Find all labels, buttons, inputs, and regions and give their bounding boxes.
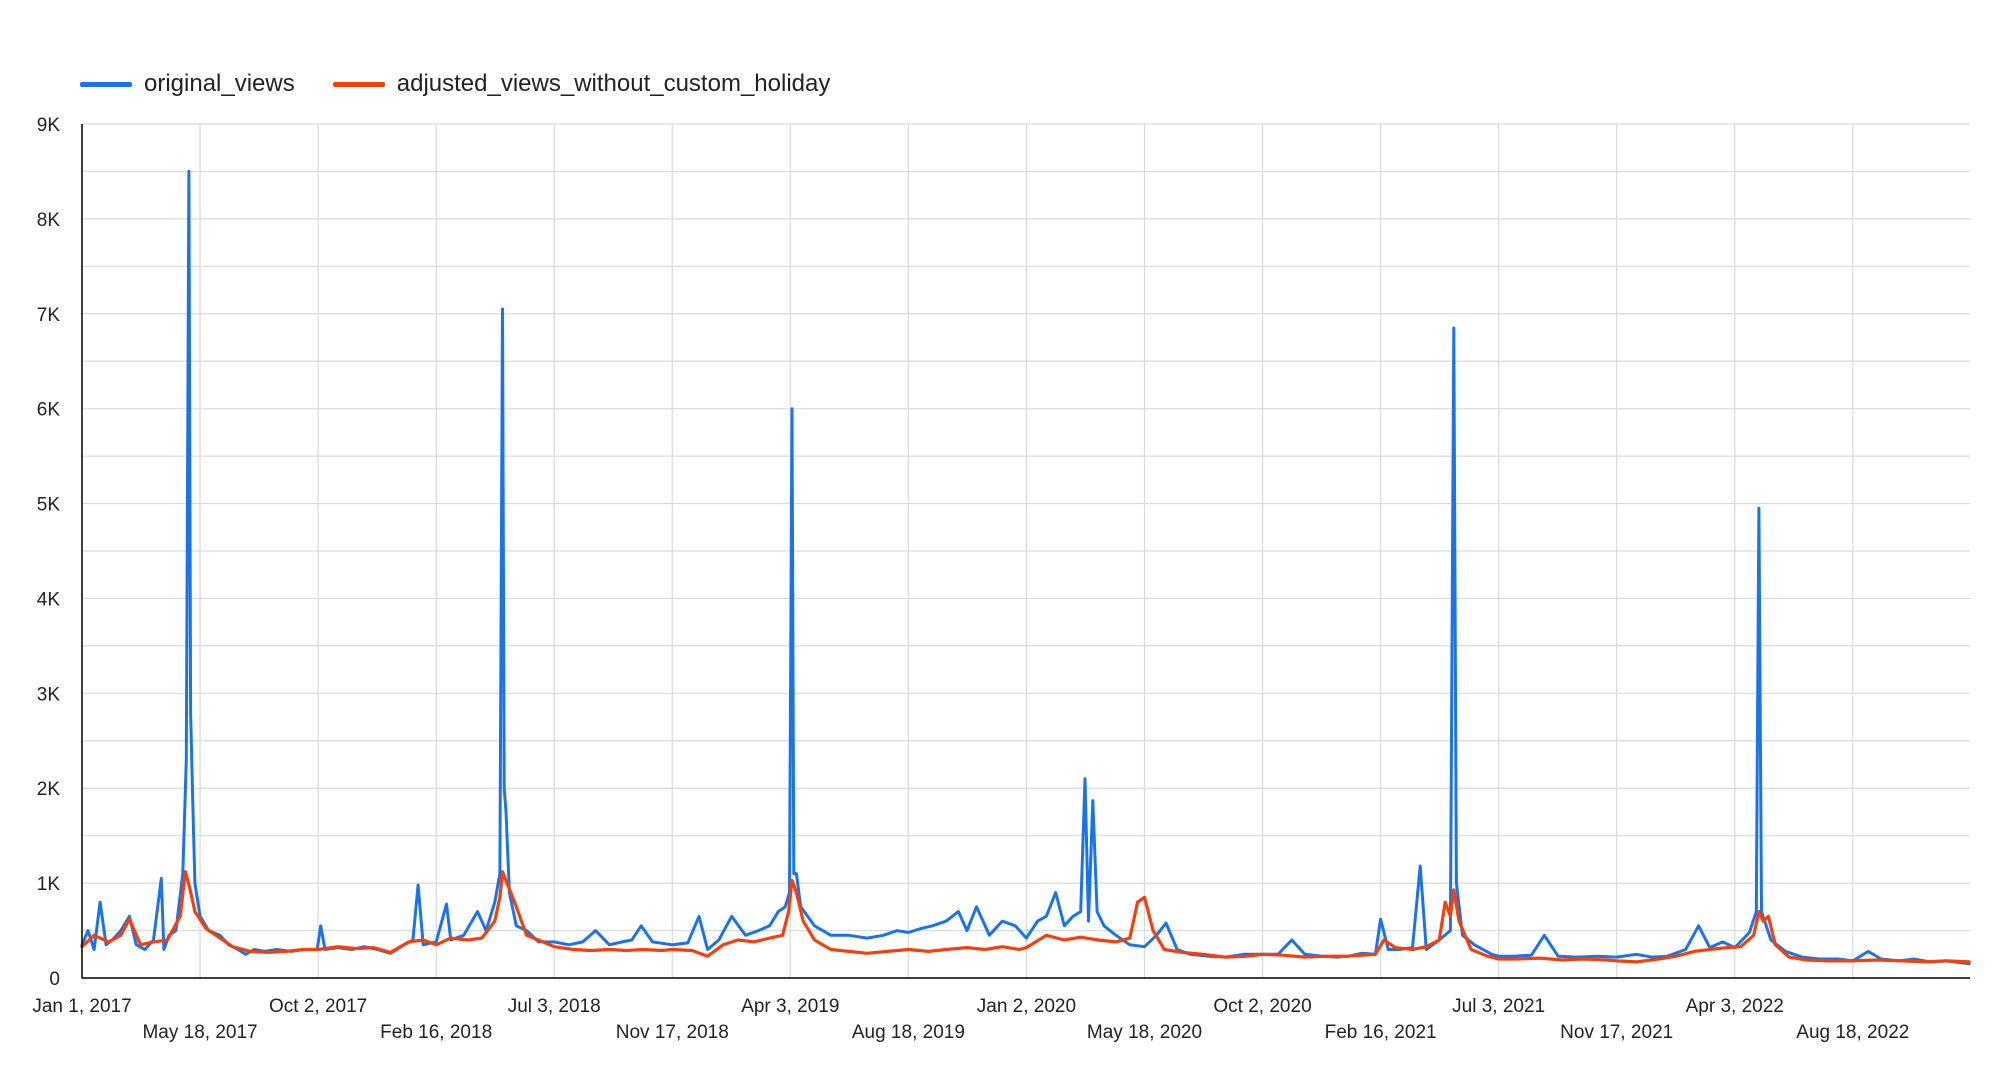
y-tick-label: 4K bbox=[37, 589, 61, 610]
y-tick-label: 9K bbox=[37, 115, 61, 136]
legend: original_views adjusted_views_without_cu… bbox=[80, 70, 830, 98]
x-tick-label: Aug 18, 2019 bbox=[852, 1022, 965, 1043]
x-tick-label: Apr 3, 2022 bbox=[1686, 996, 1784, 1017]
x-tick-label: Apr 3, 2019 bbox=[741, 996, 839, 1017]
legend-item-adjusted-views[interactable]: adjusted_views_without_custom_holiday bbox=[332, 70, 831, 98]
y-tick-label: 2K bbox=[37, 779, 61, 800]
grid bbox=[82, 123, 1970, 979]
x-tick-label: Nov 17, 2021 bbox=[1560, 1022, 1673, 1043]
x-tick-label: Jan 2, 2020 bbox=[977, 996, 1076, 1017]
y-tick-label: 5K bbox=[37, 495, 61, 516]
x-tick-label: Jan 1, 2017 bbox=[32, 996, 131, 1017]
x-tick-label: Jul 3, 2021 bbox=[1452, 996, 1545, 1017]
x-tick-label: Aug 18, 2022 bbox=[1796, 1022, 1909, 1043]
y-tick-label: 1K bbox=[37, 874, 61, 895]
x-tick-label: Nov 17, 2018 bbox=[616, 1022, 729, 1043]
x-tick-label: Feb 16, 2018 bbox=[380, 1022, 492, 1043]
x-tick-label: Oct 2, 2020 bbox=[1213, 996, 1311, 1017]
x-tick-label: Jul 3, 2018 bbox=[508, 996, 601, 1017]
legend-label-adjusted-views: adjusted_views_without_custom_holiday bbox=[396, 70, 831, 97]
y-tick-label: 6K bbox=[37, 400, 61, 421]
y-tick-label: 8K bbox=[37, 210, 61, 231]
y-tick-label: 7K bbox=[37, 305, 61, 326]
x-tick-label: May 18, 2017 bbox=[142, 1022, 257, 1043]
series-lines bbox=[80, 169, 1971, 966]
x-tick-label: Oct 2, 2017 bbox=[269, 996, 367, 1017]
axes: 0 1K 2K 3K 4K 5K 6K 7K 8K 9K Jan 1, 2017 May 18, 20… bbox=[32, 115, 1970, 1043]
legend-swatch-original-views bbox=[80, 81, 132, 87]
legend-label-original-views: original_views bbox=[144, 70, 295, 97]
x-tick-label: May 18, 2020 bbox=[1087, 1022, 1202, 1043]
series-line-adjusted-views-without-custom-holiday bbox=[80, 870, 1971, 964]
y-tick-label: 3K bbox=[37, 684, 61, 705]
x-tick-label: Feb 16, 2021 bbox=[1325, 1022, 1437, 1043]
series-line-original-views bbox=[80, 169, 1971, 966]
y-tick-label: 0 bbox=[49, 969, 60, 990]
legend-item-original-views[interactable]: original_views bbox=[80, 70, 295, 98]
legend-swatch-adjusted-views bbox=[332, 81, 385, 87]
